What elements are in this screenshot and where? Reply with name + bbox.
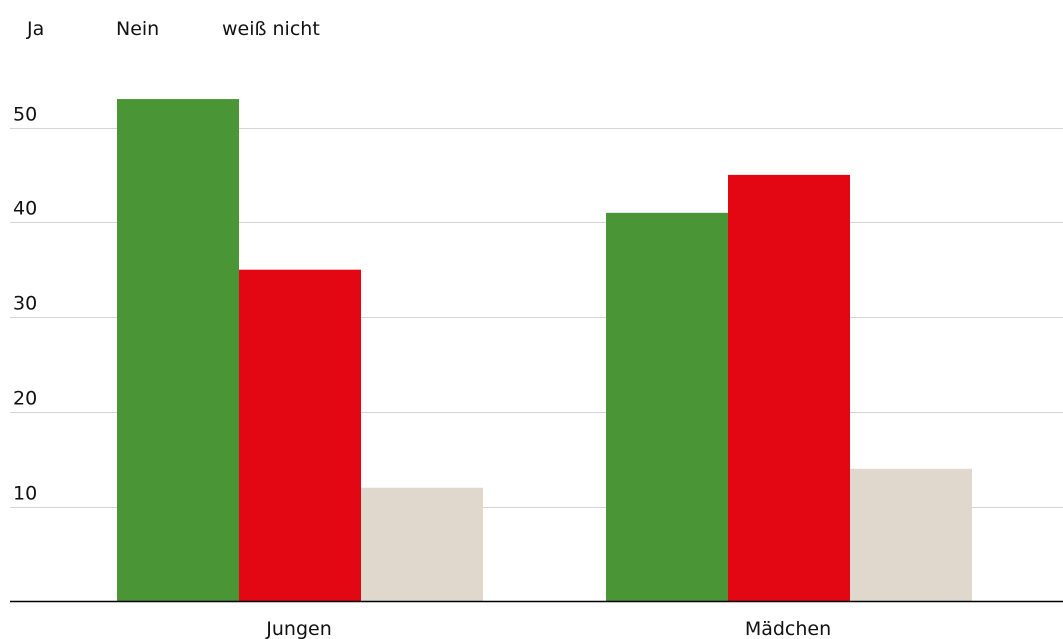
x-category-label-1: Mädchen xyxy=(745,618,831,639)
bar-jungen-wei-nicht xyxy=(361,487,483,602)
bar-mdchen-wei-nicht xyxy=(850,468,972,602)
bar-jungen-nein xyxy=(239,269,361,602)
x-category-label-0: Jungen xyxy=(265,618,331,639)
legend-item-nein: Nein xyxy=(116,18,160,40)
legend-item-weiss-nicht: weiß nicht xyxy=(222,18,320,40)
y-tick-label-50: 50 xyxy=(13,104,37,126)
bar-jungen-ja xyxy=(117,99,239,602)
y-tick-label-10: 10 xyxy=(13,483,37,505)
bar-mdchen-ja xyxy=(606,212,728,602)
legend: Ja Nein weiß nicht xyxy=(0,16,1063,42)
y-tick-label-20: 20 xyxy=(13,388,37,410)
labels: 10 20 30 40 50 Jungen Mädchen xyxy=(13,104,831,639)
y-tick-label-30: 30 xyxy=(13,293,37,315)
bar-mdchen-nein xyxy=(728,174,850,602)
legend-item-ja: Ja xyxy=(27,18,45,40)
bars xyxy=(117,99,972,602)
y-tick-label-40: 40 xyxy=(13,198,37,220)
